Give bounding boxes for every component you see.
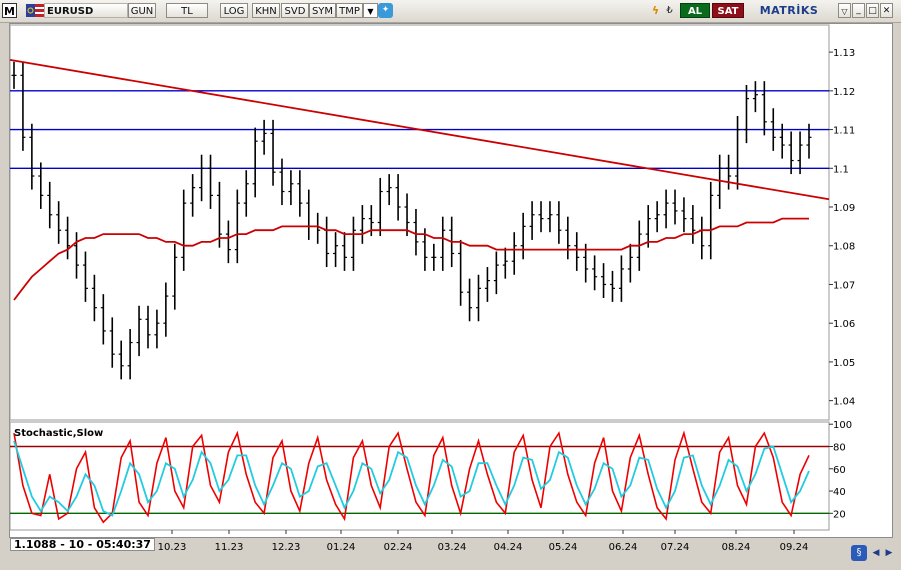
symbol-field[interactable]: EURUSD [44,3,128,18]
tmp-button[interactable]: TMP [336,3,363,18]
eu-us-flag-icon [26,4,44,17]
stoch-tick-label: 40 [833,487,846,498]
price-tick-label: 1.08 [833,242,855,253]
khn-button[interactable]: KHN [252,3,280,18]
price-tick-label: 1.13 [833,48,855,59]
minimize-button[interactable]: _ [852,3,865,18]
indicator-title: Stochastic,Slow [14,428,103,439]
sell-button[interactable]: SAT [712,3,744,18]
price-tick-label: 1.1 [833,164,849,175]
period-button[interactable]: GUN [128,3,156,18]
close-button[interactable]: ✕ [880,3,893,18]
chart-panel [9,23,893,538]
scroll-right-icon[interactable]: ▶ [885,548,893,558]
date-tick-label: 04.24 [494,542,523,553]
price-tick-label: 1.07 [833,280,855,291]
moving-average-line [13,217,809,301]
twitter-icon[interactable]: ✦ [378,3,393,18]
refresh-icon[interactable]: § [851,545,867,561]
scroll-left-icon[interactable]: ◀ [872,548,880,558]
price-tick-label: 1.12 [833,87,855,98]
currency-button[interactable]: TL [166,3,208,18]
date-tick-label: 06.24 [609,542,638,553]
price-tick-label: 1.09 [833,203,855,214]
price-pane: 1.04 1.05 1.06 1.07 1.08 1.09 1.1 1.11 1.12 1.13 [9,24,855,421]
date-tick-label: 02.24 [384,542,413,553]
price-tick-label: 1.06 [833,319,855,330]
candle-group [11,61,812,380]
trendline [9,58,830,201]
maximize-button[interactable]: □ [866,3,879,18]
price-tick-label: 1.11 [833,126,855,137]
date-tick-label: 03.24 [438,542,467,553]
currency-symbol-icon[interactable]: ₺ [666,5,673,16]
stoch-tick-label: 100 [833,420,852,431]
stochastic-d-line [13,440,810,517]
matriks-brand-logo: MATRİKS [759,4,819,17]
log-scale-button[interactable]: LOG [220,3,248,18]
stoch-tick-label: 60 [833,465,846,476]
date-tick-label: 01.24 [327,542,356,553]
price-tick-label: 1.05 [833,358,855,369]
svd-button[interactable]: SVD [281,3,309,18]
dropdown-arrow-icon[interactable]: ▼ [363,3,378,18]
stochastic-pane: 20 40 60 80 100 10.23 11.23 12.23 01.24 02.24 03.2… [9,420,852,553]
lightning-icon[interactable]: ϟ [651,4,660,17]
matriks-m-icon[interactable]: M [2,3,17,18]
flag-icon[interactable] [26,4,44,17]
stoch-tick-label: 20 [833,509,846,520]
price-pane-frame [9,24,830,421]
date-tick-label: 12.23 [272,542,301,553]
sym-button[interactable]: SYM [309,3,336,18]
date-tick-label: 11.23 [215,542,244,553]
date-tick-label: 07.24 [661,542,690,553]
stochastic-k-line [13,430,810,524]
price-tick-label: 1.04 [833,397,855,408]
date-tick-label: 08.24 [722,542,751,553]
collapse-button[interactable]: ▽ [838,3,851,18]
date-tick-label: 05.24 [549,542,578,553]
date-tick-label: 10.23 [158,542,187,553]
cursor-readout: 1.1088 - 10 - 05:40:37 [10,538,155,551]
stochastic-pane-frame [9,421,830,531]
buy-button[interactable]: AL [680,3,710,18]
chart-toolbar: M EURUSD GUN TL LOG KHN SVD SYM TMP ▼ ✦ … [0,0,901,23]
stoch-tick-label: 80 [833,442,846,453]
date-tick-label: 09.24 [780,542,809,553]
